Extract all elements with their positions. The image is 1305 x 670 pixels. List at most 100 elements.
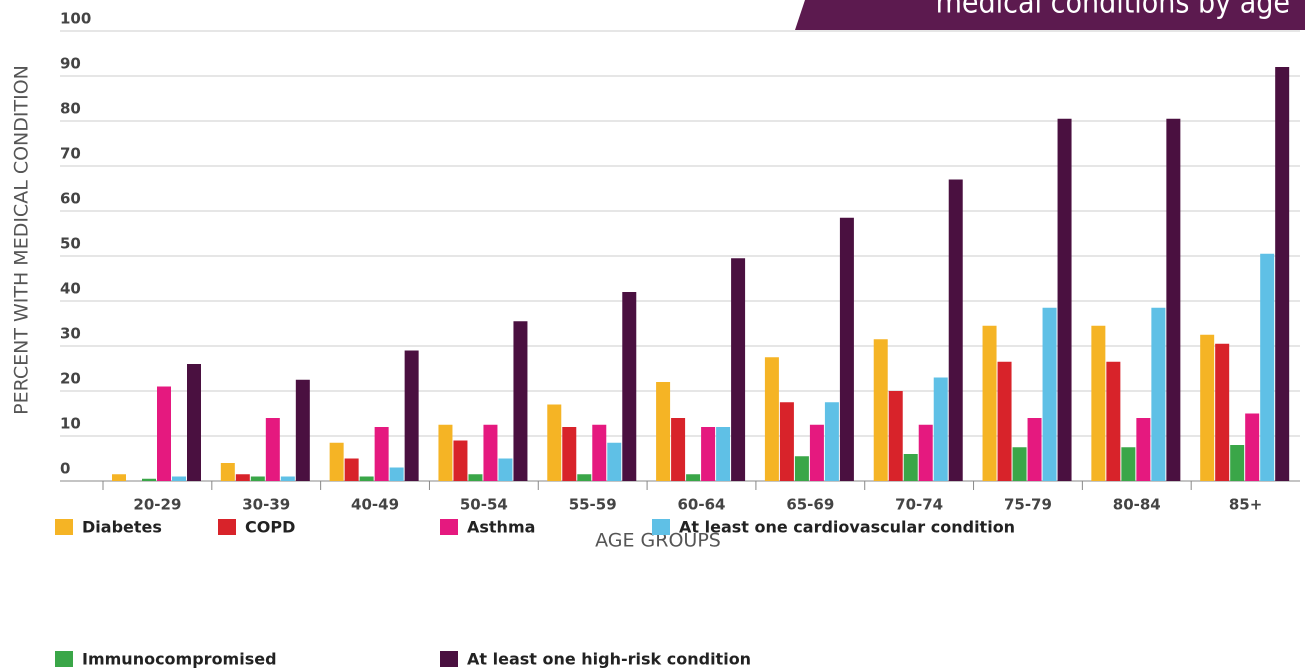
bar <box>250 476 265 481</box>
bar <box>1042 307 1057 481</box>
x-tick-label: 60-64 <box>678 496 726 514</box>
bar <box>888 391 903 481</box>
bar <box>359 476 374 481</box>
bar <box>577 474 592 481</box>
bar <box>686 474 701 481</box>
bar <box>1245 413 1260 481</box>
legend-label: Immunocompromised <box>82 650 277 669</box>
y-tick-label: 70 <box>60 145 81 163</box>
bar <box>731 258 746 481</box>
bar <box>903 454 918 481</box>
bar <box>157 386 171 481</box>
bar <box>1057 118 1072 481</box>
bar <box>235 474 250 481</box>
y-tick-label: 30 <box>60 325 81 343</box>
bar <box>562 427 577 481</box>
bar <box>997 361 1012 481</box>
x-tick-label: 70-74 <box>895 496 943 514</box>
bar <box>839 217 854 481</box>
legend-swatch <box>440 519 458 535</box>
legend-swatch <box>652 519 670 535</box>
bar <box>468 474 483 481</box>
x-tick-label: 30-39 <box>242 496 290 514</box>
bar <box>764 357 779 481</box>
bar <box>142 478 156 481</box>
bar <box>453 440 468 481</box>
legend-swatch <box>55 519 73 535</box>
legend-label: Diabetes <box>82 518 162 537</box>
y-tick-label: 40 <box>60 280 81 298</box>
x-tick-label: 75-79 <box>1004 496 1052 514</box>
bar <box>671 418 686 481</box>
x-tick-label: 85+ <box>1229 496 1262 514</box>
bar <box>701 427 716 481</box>
bar <box>483 424 498 481</box>
bar <box>779 402 794 481</box>
legend-label: At least one high-risk condition <box>467 650 751 669</box>
bar <box>1151 307 1166 481</box>
bar <box>918 424 933 481</box>
bar <box>1121 447 1136 481</box>
x-tick-label: 20-29 <box>133 496 181 514</box>
x-axis-label: AGE GROUPS <box>595 530 721 552</box>
bar <box>1260 253 1275 481</box>
y-tick-label: 20 <box>60 370 81 388</box>
bar <box>873 339 888 481</box>
bar <box>265 418 280 481</box>
legend-label: At least one cardiovascular condition <box>679 518 1015 537</box>
bar <box>1166 118 1181 481</box>
bar <box>404 350 419 481</box>
bar <box>513 321 528 481</box>
bar <box>547 404 562 481</box>
bar <box>344 458 359 481</box>
x-tick-label: 55-59 <box>569 496 617 514</box>
bar <box>295 379 310 481</box>
bar <box>498 458 513 481</box>
chart-title: medical conditions by age <box>936 0 1290 21</box>
y-tick-label: 0 <box>60 460 70 478</box>
bar <box>280 476 295 481</box>
bar <box>1012 447 1027 481</box>
bar <box>187 364 201 481</box>
y-tick-label: 10 <box>60 415 81 433</box>
bar <box>622 292 637 481</box>
bar <box>329 442 344 481</box>
bar <box>716 427 731 481</box>
bar <box>1027 418 1042 481</box>
bar <box>172 476 186 481</box>
bar <box>1200 334 1215 481</box>
legend-label: COPD <box>245 518 295 537</box>
title-banner <box>795 0 1305 30</box>
bar <box>794 456 809 481</box>
x-tick-label: 65-69 <box>786 496 834 514</box>
y-tick-label: 90 <box>60 55 81 73</box>
bar <box>592 424 607 481</box>
bar <box>809 424 824 481</box>
bar <box>1215 343 1230 481</box>
bar <box>1230 445 1245 481</box>
bar <box>607 442 622 481</box>
x-tick-label: 40-49 <box>351 496 399 514</box>
legend-swatch <box>440 651 458 667</box>
bar <box>948 179 963 481</box>
bar <box>824 402 839 481</box>
y-tick-label: 50 <box>60 235 81 253</box>
bar <box>112 474 126 481</box>
bar <box>1091 325 1106 481</box>
bar <box>1136 418 1151 481</box>
bar <box>438 424 453 481</box>
bar <box>389 467 404 481</box>
bar <box>1106 361 1121 481</box>
legend-swatch <box>218 519 236 535</box>
x-tick-label: 80-84 <box>1113 496 1161 514</box>
bar <box>982 325 997 481</box>
bar <box>933 377 948 481</box>
bar <box>656 382 671 481</box>
y-tick-label: 60 <box>60 190 81 208</box>
legend-swatch <box>55 651 73 667</box>
y-axis-label: PERCENT WITH MEDICAL CONDITION <box>11 65 33 415</box>
y-tick-label: 100 <box>60 10 91 28</box>
bar <box>374 427 389 481</box>
legend-label: Asthma <box>467 518 535 537</box>
